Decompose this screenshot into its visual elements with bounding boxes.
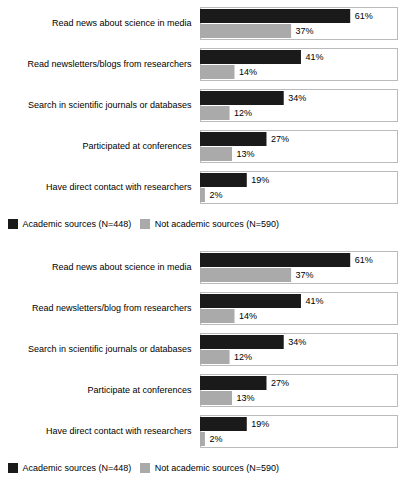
svg-text:13%: 13% xyxy=(237,393,255,403)
html-text:Academic sources (N=448): Academic sources (N=448) xyxy=(22,462,132,473)
svg-text:Search in scientific journals: Search in scientific journals or databas… xyxy=(28,100,192,110)
svg-text:19%: 19% xyxy=(251,419,269,429)
svg-text:Read newsletters/blogs from re: Read newsletters/blogs from researchers xyxy=(27,59,192,69)
svg-text:Participated at conferences: Participated at conferences xyxy=(82,141,192,151)
svg-text:Read newsletters/blog from res: Read newsletters/blog from researchers xyxy=(32,303,192,313)
svg-text:Search in scientific journals: Search in scientific journals or databas… xyxy=(28,344,192,354)
svg-text:19%: 19% xyxy=(251,175,269,185)
svg-text:61%: 61% xyxy=(355,255,373,265)
svg-text:Have direct contact with resea: Have direct contact with researchers xyxy=(46,426,192,436)
html-text:Not academic sources (N=590): Not academic sources (N=590) xyxy=(154,218,280,229)
svg-text:14%: 14% xyxy=(239,67,257,77)
svg-text:Have direct contact with resea: Have direct contact with researchers xyxy=(46,182,192,192)
svg-text:34%: 34% xyxy=(288,337,306,347)
html-text:Academic sources (N=448): Academic sources (N=448) xyxy=(22,218,132,229)
svg-text:Read news about science in med: Read news about science in media xyxy=(52,262,192,272)
svg-text:12%: 12% xyxy=(234,108,252,118)
svg-text:12%: 12% xyxy=(234,352,252,362)
svg-text:2%: 2% xyxy=(209,434,222,444)
svg-text:13%: 13% xyxy=(237,149,255,159)
svg-text:27%: 27% xyxy=(271,134,289,144)
svg-text:34%: 34% xyxy=(288,93,306,103)
svg-text:61%: 61% xyxy=(355,11,373,21)
svg-text:Participate at conferences: Participate at conferences xyxy=(87,385,192,395)
svg-text:14%: 14% xyxy=(239,311,257,321)
svg-text:27%: 27% xyxy=(271,378,289,388)
svg-text:41%: 41% xyxy=(305,296,323,306)
svg-text:37%: 37% xyxy=(296,270,314,280)
svg-text:2%: 2% xyxy=(209,190,222,200)
svg-text:41%: 41% xyxy=(305,52,323,62)
svg-text:37%: 37% xyxy=(296,26,314,36)
html-text:Not academic sources (N=590): Not academic sources (N=590) xyxy=(154,462,280,473)
svg-text:Read news about science in med: Read news about science in media xyxy=(52,18,192,28)
